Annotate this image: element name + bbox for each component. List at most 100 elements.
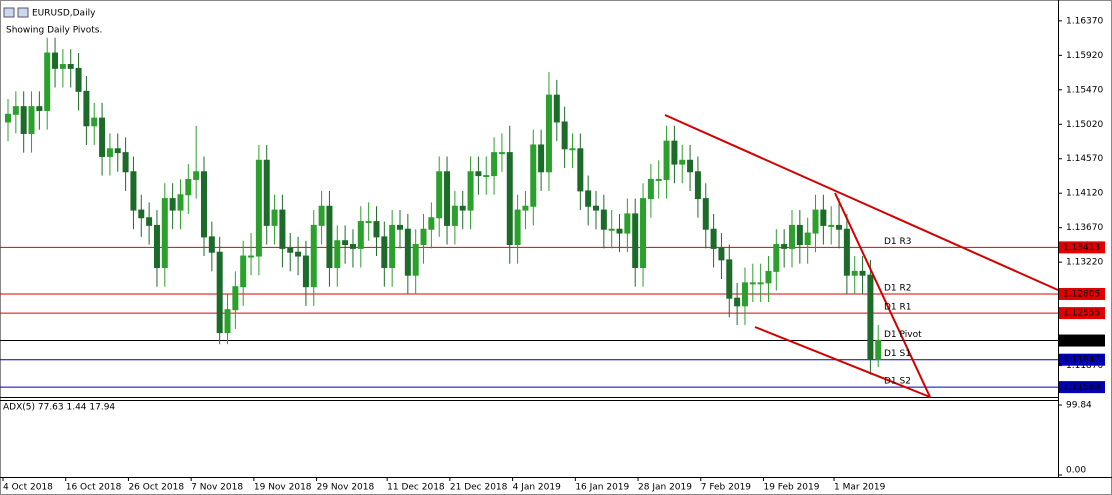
- y-tick-label: 1.15470: [1066, 85, 1103, 95]
- pivot-label: D1 R2: [884, 283, 912, 293]
- candle-body: [20, 106, 27, 134]
- candle-body: [357, 221, 364, 249]
- candle-body: [467, 171, 474, 211]
- candle-body: [726, 259, 733, 299]
- candle-body: [836, 224, 843, 230]
- candle-body: [138, 209, 145, 219]
- candle-body: [240, 255, 247, 288]
- candle-body: [577, 148, 584, 192]
- candle-body: [193, 171, 200, 180]
- candle-body: [475, 171, 482, 177]
- x-tick-label: 4 Oct 2018: [3, 483, 53, 493]
- x-tick-label: 16 Jan 2019: [575, 483, 629, 493]
- pivot-label: D1 Pivot: [884, 330, 922, 340]
- candle-body: [83, 90, 90, 127]
- candle-body: [310, 224, 317, 288]
- x-tick-label: 7 Nov 2018: [191, 483, 243, 493]
- candle-body: [177, 194, 184, 211]
- candle-body: [632, 213, 639, 269]
- candle-body: [122, 152, 129, 173]
- candle-body: [59, 64, 66, 69]
- candle-body: [749, 282, 756, 285]
- candle-body: [334, 240, 341, 269]
- y-tick-label: 1.15920: [1066, 51, 1103, 61]
- candle-body: [5, 113, 11, 123]
- candle-body: [553, 94, 560, 123]
- y-tick-label: 1.14570: [1066, 154, 1103, 164]
- price-tag-label: 1.12805: [1063, 289, 1100, 299]
- candle-body: [302, 255, 309, 288]
- pivot-label: D1 R1: [884, 303, 912, 313]
- x-tick-label: 29 Nov 2018: [317, 483, 375, 493]
- indicator-tick-label: 0.00: [1066, 466, 1086, 476]
- candle-body: [444, 171, 451, 226]
- candle-body: [12, 106, 19, 115]
- candle-body: [875, 339, 882, 360]
- candle-body: [616, 228, 623, 234]
- candle-body: [428, 217, 435, 230]
- candle-body: [694, 171, 701, 200]
- candle-body: [781, 244, 788, 249]
- candle-body: [867, 274, 874, 360]
- candle-body: [67, 64, 74, 69]
- candle-body: [593, 205, 599, 211]
- candle-body: [545, 94, 552, 173]
- candle-body: [216, 251, 223, 334]
- candle-body: [271, 209, 278, 226]
- x-tick-label: 19 Feb 2019: [763, 483, 819, 493]
- candle-body: [828, 224, 835, 227]
- candle-body: [702, 198, 709, 230]
- candle-body: [201, 171, 207, 238]
- candle-body: [232, 286, 239, 311]
- candle-body: [36, 106, 43, 111]
- candle-body: [561, 121, 568, 150]
- trendline: [664, 114, 1059, 291]
- price-tag-label: 1.11589: [1063, 383, 1100, 393]
- candle-body: [585, 190, 592, 207]
- candle-body: [600, 209, 607, 230]
- candle-body: [52, 52, 59, 69]
- y-tick-label: 1.13670: [1066, 223, 1103, 233]
- candle-body: [569, 148, 576, 151]
- candle-body: [99, 117, 106, 157]
- candle-body: [451, 205, 458, 226]
- pivot-label: D1 S1: [884, 349, 911, 359]
- candle-body: [640, 198, 647, 269]
- candle-body: [483, 175, 490, 178]
- candle-body: [397, 224, 403, 230]
- x-tick-label: 16 Oct 2018: [66, 483, 122, 493]
- candle-body: [687, 159, 694, 173]
- pivot-label: D1 S2: [884, 377, 911, 387]
- price-tag-label: 1.12197: [1063, 336, 1100, 346]
- candle-body: [757, 282, 764, 285]
- y-tick-label: 1.16370: [1066, 16, 1103, 26]
- candle-body: [389, 224, 396, 269]
- y-tick-label: 1.15020: [1066, 120, 1103, 130]
- price-tag-label: 1.12555: [1063, 309, 1100, 319]
- trendline: [754, 326, 931, 398]
- candle-body: [169, 198, 176, 211]
- price-tag: [1059, 241, 1105, 254]
- icon: [3, 7, 15, 18]
- candle-body: [608, 228, 615, 231]
- candle-body: [498, 152, 505, 155]
- candle-body: [326, 205, 333, 269]
- candle-body: [538, 144, 545, 173]
- price-tag-label: 1.11947: [1063, 355, 1100, 365]
- candle-body: [663, 140, 670, 180]
- candle-body: [130, 171, 137, 211]
- candle-body: [679, 159, 686, 165]
- candle-body: [734, 297, 741, 307]
- candle-body: [514, 209, 521, 246]
- candle-body: [91, 117, 98, 127]
- candle-body: [248, 255, 255, 258]
- chart-subtitle: Showing Daily Pivots.: [6, 26, 102, 36]
- candle-body: [412, 244, 419, 276]
- candle-body: [287, 247, 294, 253]
- x-tick-label: 21 Dec 2018: [450, 483, 508, 493]
- candle-body: [843, 228, 850, 276]
- y-tick-label: 1.11870: [1066, 361, 1103, 371]
- candle-body: [146, 217, 153, 226]
